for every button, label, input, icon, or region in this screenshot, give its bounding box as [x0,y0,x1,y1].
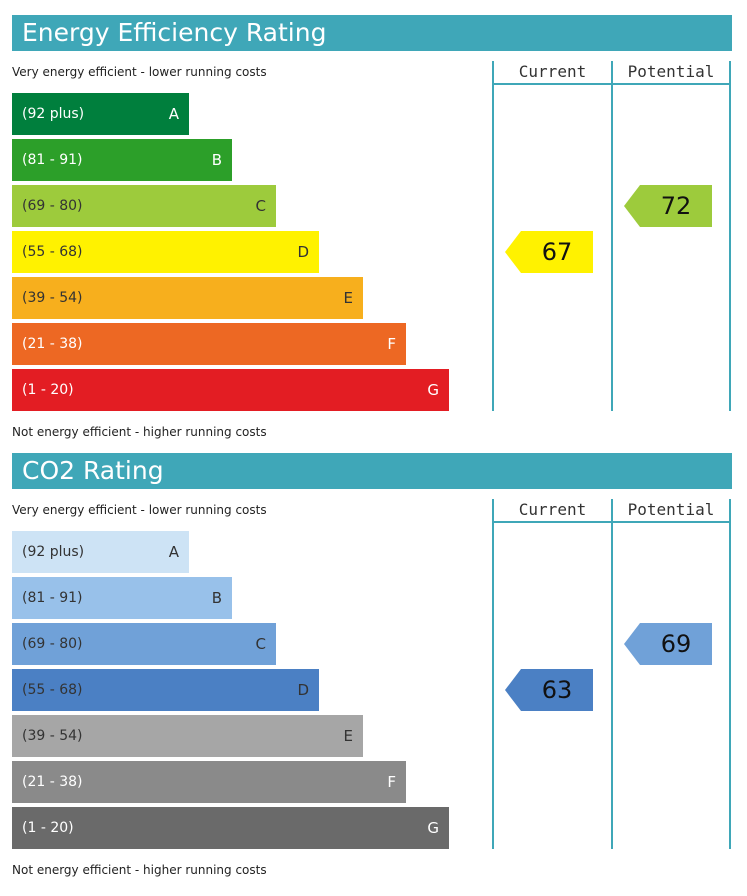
column-divider [611,61,613,411]
band-g: (1 - 20) G [12,807,449,849]
band-letter: E [343,727,353,745]
band-range-label: (55 - 68) [22,682,83,698]
potential-rating-arrow: 69 [624,623,712,665]
band-range-label: (69 - 80) [22,198,83,214]
band-range-label: (81 - 91) [22,152,83,168]
band-letter: A [168,543,179,561]
band-range-label: (1 - 20) [22,820,74,836]
column-header-potential: Potential [627,500,715,519]
current-arrow-shape [505,669,593,711]
band-range-label: (92 plus) [22,106,85,122]
bottom-note: Not energy efficient - higher running co… [12,863,267,877]
potential-rating-value: 69 [660,630,692,658]
band-letter: E [343,289,353,307]
column-header-potential: Potential [627,62,715,81]
band-e: (39 - 54) E [12,715,363,757]
band-letter: G [427,381,439,399]
band-a: (92 plus) A [12,93,189,135]
column-divider [729,61,731,411]
top-note: Very energy efficient - lower running co… [12,65,267,79]
potential-arrow-shape [624,623,712,665]
band-c: (69 - 80) C [12,623,276,665]
bottom-note: Not energy efficient - higher running co… [12,425,267,439]
band-letter: B [211,589,222,607]
potential-rating-arrow: 72 [624,185,712,227]
potential-arrow-shape [624,185,712,227]
current-rating-arrow: 63 [505,669,593,711]
band-letter: C [255,197,266,215]
column-divider [729,499,731,849]
band-d: (55 - 68) D [12,231,319,273]
band-range-label: (69 - 80) [22,636,83,652]
band-b: (81 - 91) B [12,139,232,181]
band-range-label: (81 - 91) [22,590,83,606]
column-header-current: Current [518,62,587,81]
band-letter: C [255,635,266,653]
column-header-rule [492,521,731,523]
band-range-label: (21 - 38) [22,336,83,352]
band-letter: G [427,819,439,837]
column-header-rule [492,83,731,85]
band-range-label: (21 - 38) [22,774,83,790]
band-letter: F [387,773,396,791]
band-letter: D [297,243,309,261]
band-e: (39 - 54) E [12,277,363,319]
current-arrow-shape [505,231,593,273]
band-b: (81 - 91) B [12,577,232,619]
current-rating-value: 63 [541,676,573,704]
current-rating-value: 67 [541,238,573,266]
top-note: Very energy efficient - lower running co… [12,503,267,517]
band-letter: D [297,681,309,699]
band-c: (69 - 80) C [12,185,276,227]
column-divider [492,499,494,849]
band-range-label: (55 - 68) [22,244,83,260]
band-a: (92 plus) A [12,531,189,573]
band-f: (21 - 38) F [12,323,406,365]
current-rating-arrow: 67 [505,231,593,273]
band-range-label: (39 - 54) [22,728,83,744]
band-d: (55 - 68) D [12,669,319,711]
column-divider [611,499,613,849]
band-g: (1 - 20) G [12,369,449,411]
section-title: Energy Efficiency Rating [12,15,732,51]
band-range-label: (1 - 20) [22,382,74,398]
band-range-label: (92 plus) [22,544,85,560]
potential-rating-value: 72 [660,192,692,220]
band-letter: A [168,105,179,123]
column-header-current: Current [518,500,587,519]
band-letter: F [387,335,396,353]
band-f: (21 - 38) F [12,761,406,803]
column-divider [492,61,494,411]
band-range-label: (39 - 54) [22,290,83,306]
section-title: CO2 Rating [12,453,732,489]
band-letter: B [211,151,222,169]
